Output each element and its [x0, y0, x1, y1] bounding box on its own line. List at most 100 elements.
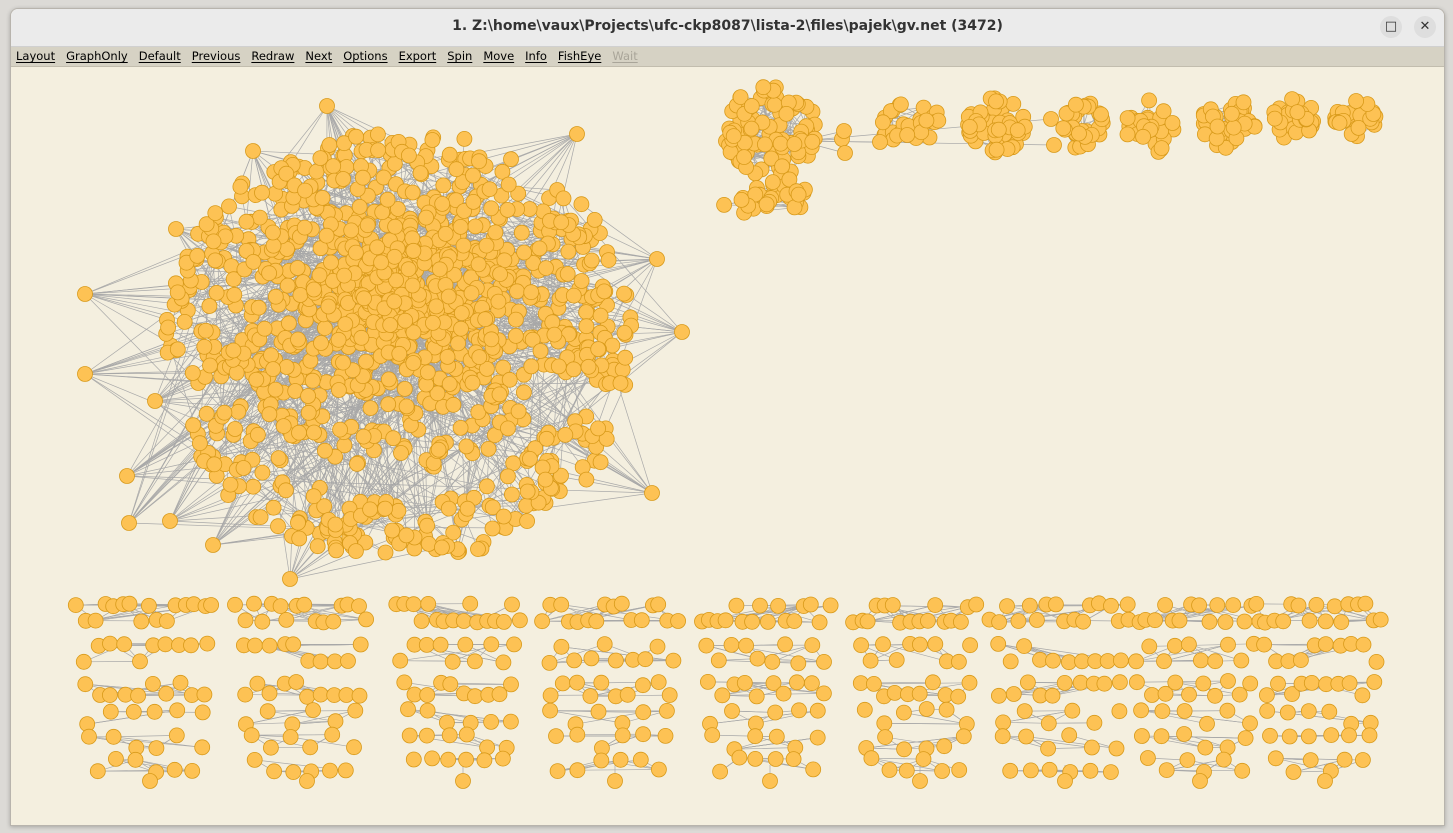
vertex[interactable]: [1064, 702, 1081, 719]
vertex[interactable]: [453, 305, 470, 322]
vertex[interactable]: [464, 374, 481, 391]
vertex[interactable]: [349, 455, 365, 472]
vertex[interactable]: [1289, 104, 1306, 120]
vertex[interactable]: [162, 513, 178, 529]
vertex[interactable]: [321, 137, 338, 153]
vertex[interactable]: [809, 702, 826, 719]
vertex[interactable]: [77, 366, 93, 382]
vertex[interactable]: [898, 762, 915, 779]
vertex[interactable]: [259, 703, 276, 720]
vertex[interactable]: [1323, 727, 1340, 743]
vertex[interactable]: [1355, 636, 1372, 653]
vertex[interactable]: [633, 612, 650, 629]
vertex[interactable]: [142, 773, 158, 789]
vertex[interactable]: [314, 189, 331, 206]
vertex[interactable]: [261, 637, 278, 654]
vertex[interactable]: [716, 196, 732, 213]
vertex[interactable]: [457, 636, 474, 653]
vertex[interactable]: [288, 674, 305, 690]
vertex[interactable]: [481, 181, 498, 198]
vertex[interactable]: [1176, 703, 1193, 719]
vertex[interactable]: [184, 365, 201, 381]
vertex[interactable]: [590, 703, 607, 720]
vertex[interactable]: [279, 277, 296, 294]
vertex[interactable]: [265, 237, 282, 254]
vertex[interactable]: [1350, 120, 1367, 136]
vertex[interactable]: [495, 508, 512, 525]
vertex[interactable]: [108, 751, 124, 767]
vertex[interactable]: [169, 702, 186, 719]
vertex[interactable]: [988, 93, 1004, 110]
vertex[interactable]: [881, 762, 898, 778]
vertex[interactable]: [227, 421, 243, 437]
vertex[interactable]: [511, 612, 528, 629]
vertex[interactable]: [168, 221, 184, 237]
vertex[interactable]: [1103, 597, 1119, 614]
menu-item-info[interactable]: Info: [525, 49, 547, 63]
vertex[interactable]: [1348, 93, 1364, 109]
vertex[interactable]: [616, 324, 633, 341]
vertex[interactable]: [762, 773, 778, 789]
vertex[interactable]: [1099, 653, 1116, 669]
vertex[interactable]: [1281, 728, 1298, 745]
vertex[interactable]: [837, 145, 853, 161]
vertex[interactable]: [1023, 762, 1039, 779]
vertex[interactable]: [369, 126, 386, 143]
vertex[interactable]: [75, 653, 92, 670]
vertex[interactable]: [822, 597, 839, 614]
vertex[interactable]: [420, 535, 437, 552]
vertex[interactable]: [87, 612, 104, 629]
vertex[interactable]: [346, 739, 362, 756]
vertex[interactable]: [607, 773, 623, 789]
vertex[interactable]: [1333, 614, 1350, 630]
vertex[interactable]: [893, 96, 909, 113]
vertex[interactable]: [251, 209, 268, 226]
vertex[interactable]: [442, 676, 459, 693]
vertex[interactable]: [121, 595, 138, 612]
vertex[interactable]: [764, 174, 781, 190]
vertex[interactable]: [184, 763, 201, 779]
vertex[interactable]: [470, 541, 486, 558]
vertex[interactable]: [245, 143, 261, 159]
vertex[interactable]: [583, 252, 600, 269]
vertex[interactable]: [264, 224, 281, 241]
vertex[interactable]: [353, 329, 370, 346]
vertex[interactable]: [1220, 673, 1236, 689]
vertex[interactable]: [499, 201, 516, 218]
vertex[interactable]: [1285, 764, 1302, 780]
vertex[interactable]: [698, 637, 715, 654]
vertex[interactable]: [282, 729, 299, 745]
vertex[interactable]: [419, 687, 436, 703]
vertex[interactable]: [1267, 750, 1284, 767]
vertex[interactable]: [1300, 703, 1317, 719]
menu-item-export[interactable]: Export: [398, 49, 437, 63]
vertex[interactable]: [158, 685, 175, 702]
vertex[interactable]: [198, 216, 215, 233]
vertex[interactable]: [495, 654, 512, 671]
vertex[interactable]: [755, 79, 772, 96]
vertex[interactable]: [494, 163, 511, 180]
vertex[interactable]: [1341, 727, 1357, 744]
vertex[interactable]: [856, 701, 873, 718]
maximize-icon[interactable]: □: [1380, 16, 1402, 38]
vertex[interactable]: [313, 335, 329, 351]
vertex[interactable]: [401, 727, 418, 744]
vertex[interactable]: [1096, 675, 1113, 692]
vertex[interactable]: [396, 674, 413, 691]
vertex[interactable]: [635, 726, 651, 743]
vertex[interactable]: [351, 198, 368, 215]
vertex[interactable]: [1181, 686, 1197, 703]
vertex[interactable]: [578, 304, 595, 321]
vertex[interactable]: [172, 674, 189, 691]
vertex[interactable]: [1207, 687, 1223, 704]
vertex[interactable]: [747, 751, 764, 767]
vertex[interactable]: [569, 674, 585, 691]
vertex[interactable]: [580, 358, 597, 375]
vertex[interactable]: [256, 320, 273, 337]
vertex[interactable]: [441, 727, 458, 744]
vertex[interactable]: [961, 119, 978, 135]
vertex[interactable]: [994, 728, 1011, 745]
vertex[interactable]: [1112, 674, 1128, 691]
vertex[interactable]: [419, 702, 436, 719]
vertex[interactable]: [888, 652, 905, 668]
